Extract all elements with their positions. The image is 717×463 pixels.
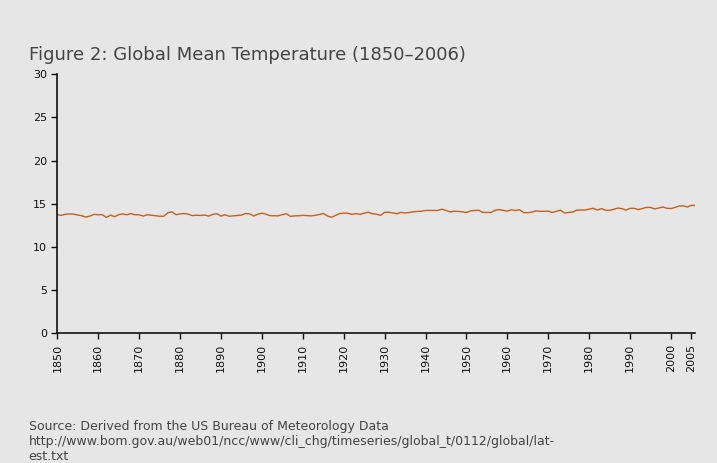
Text: Figure 2: Global Mean Temperature (1850–2006): Figure 2: Global Mean Temperature (1850–… <box>29 46 465 64</box>
Text: Source: Derived from the US Bureau of Meteorology Data
http://www.bom.gov.au/web: Source: Derived from the US Bureau of Me… <box>29 420 555 463</box>
